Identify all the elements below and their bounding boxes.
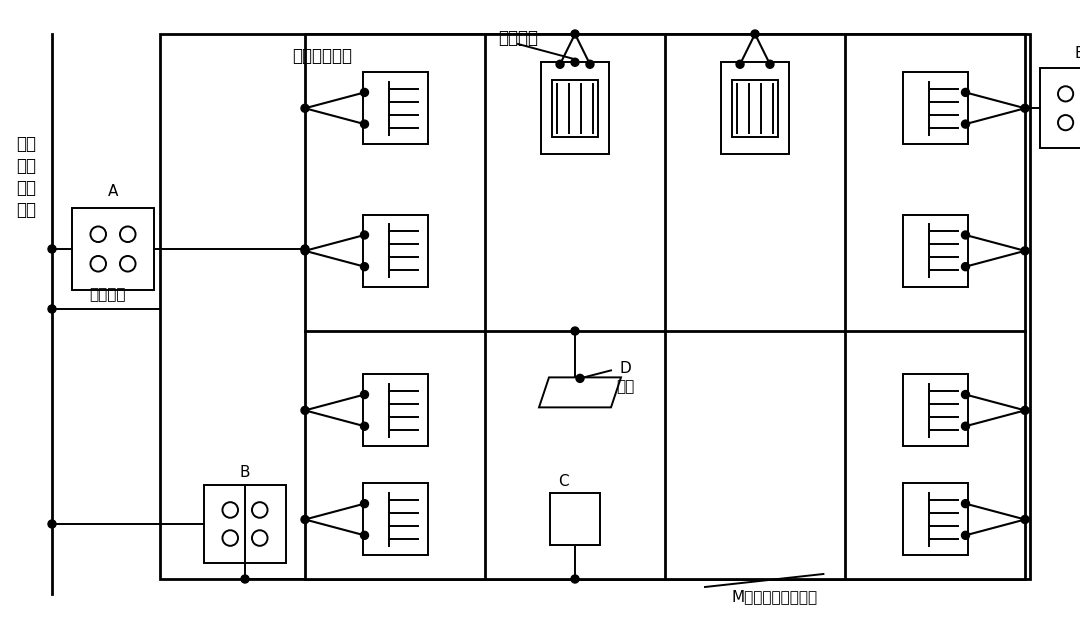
Circle shape: [301, 406, 309, 414]
Bar: [363, 72, 428, 144]
Bar: [541, 62, 609, 154]
Bar: [903, 215, 968, 287]
Text: 单台设备: 单台设备: [498, 29, 538, 47]
Circle shape: [751, 30, 759, 38]
Circle shape: [241, 575, 249, 583]
Text: C: C: [557, 474, 568, 489]
Circle shape: [48, 520, 56, 528]
Text: 竖井: 竖井: [16, 157, 36, 175]
Circle shape: [361, 422, 368, 430]
Circle shape: [48, 305, 56, 313]
Bar: [204, 485, 286, 563]
Circle shape: [1021, 515, 1029, 524]
Text: 线槽: 线槽: [616, 379, 634, 394]
Text: B: B: [240, 465, 251, 480]
Circle shape: [361, 120, 368, 128]
Text: M型等电位连接网络: M型等电位连接网络: [732, 590, 818, 605]
Circle shape: [1021, 247, 1029, 255]
Circle shape: [301, 245, 309, 253]
Circle shape: [361, 263, 368, 271]
Bar: [1040, 68, 1080, 149]
Circle shape: [1021, 104, 1029, 112]
Bar: [903, 484, 968, 555]
Circle shape: [571, 327, 579, 335]
Circle shape: [48, 245, 56, 253]
Text: 干线: 干线: [16, 201, 36, 219]
Circle shape: [301, 104, 309, 112]
Circle shape: [361, 500, 368, 508]
Circle shape: [961, 89, 970, 97]
Bar: [721, 62, 789, 154]
Circle shape: [737, 61, 744, 68]
Circle shape: [1021, 406, 1029, 414]
Text: B: B: [1075, 46, 1080, 61]
Bar: [363, 374, 428, 446]
Circle shape: [961, 120, 970, 128]
Bar: [732, 80, 778, 137]
Bar: [903, 72, 968, 144]
Text: 本层竖井: 本层竖井: [90, 288, 126, 303]
Bar: [363, 215, 428, 287]
Circle shape: [961, 422, 970, 430]
Circle shape: [586, 61, 594, 68]
Circle shape: [961, 500, 970, 508]
Bar: [550, 494, 600, 545]
Circle shape: [571, 575, 579, 583]
Bar: [160, 34, 1030, 579]
Text: 设备机房示意: 设备机房示意: [292, 47, 352, 65]
Bar: [72, 208, 154, 290]
Circle shape: [301, 247, 309, 255]
Circle shape: [361, 391, 368, 399]
Bar: [305, 34, 1025, 579]
Circle shape: [301, 515, 309, 524]
Circle shape: [766, 61, 774, 68]
Circle shape: [961, 531, 970, 539]
Bar: [903, 374, 968, 446]
Circle shape: [361, 89, 368, 97]
Text: A: A: [108, 184, 118, 199]
Circle shape: [361, 231, 368, 239]
Circle shape: [576, 374, 584, 383]
Text: 接地: 接地: [16, 179, 36, 197]
Circle shape: [961, 231, 970, 239]
Circle shape: [361, 531, 368, 539]
Bar: [363, 484, 428, 555]
Bar: [552, 80, 598, 137]
Circle shape: [571, 30, 579, 38]
Circle shape: [961, 391, 970, 399]
Circle shape: [571, 58, 579, 66]
Text: D: D: [619, 361, 631, 376]
Circle shape: [556, 61, 564, 68]
Circle shape: [961, 263, 970, 271]
Text: 电气: 电气: [16, 135, 36, 153]
